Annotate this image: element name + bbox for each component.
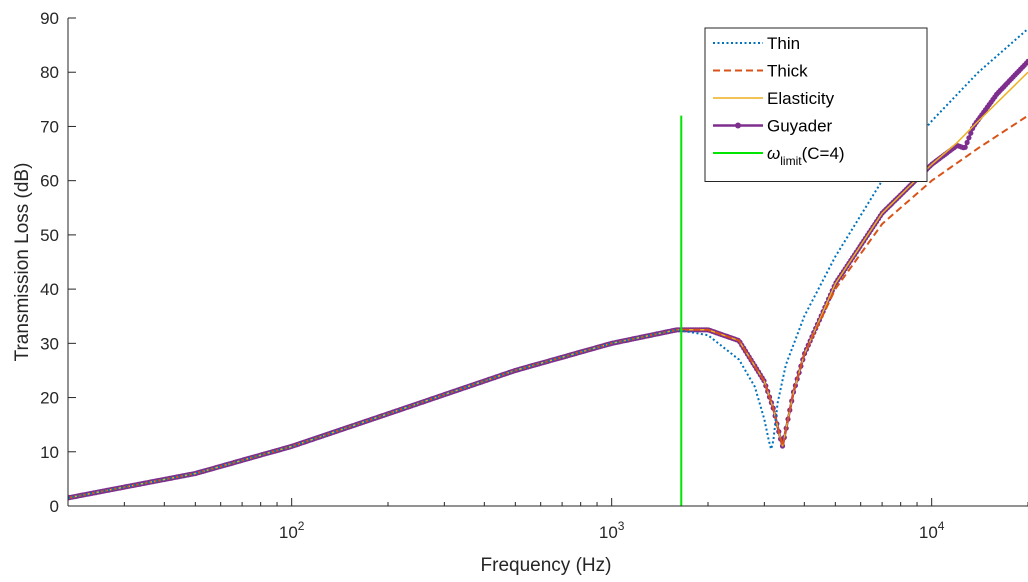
y-tick-label: 70	[40, 117, 59, 136]
y-tick-label: 20	[40, 389, 59, 408]
legend-box	[704, 27, 928, 182]
legend-item: Guyader	[713, 117, 833, 136]
legend-item: ωlimit(C=4)	[713, 144, 845, 168]
legend-item: Thick	[713, 62, 808, 81]
series-thick	[68, 114, 1028, 499]
guyader-point	[962, 144, 968, 150]
guyader-point	[964, 139, 970, 146]
series-layer	[68, 28, 1028, 506]
y-tick-label: 10	[40, 443, 59, 462]
y-tick-label: 90	[40, 9, 59, 28]
axes-layer: 0 10 20 30 40 50 60 70 80 90 102 103 104	[40, 9, 1028, 542]
x-tick-label: 102	[279, 519, 305, 542]
legend-item: Elasticity	[713, 89, 835, 108]
legend-label: ωlimit(C=4)	[767, 144, 845, 168]
legend-label: Thick	[767, 62, 808, 81]
legend-label: Thin	[767, 34, 800, 53]
guyader-point	[968, 130, 974, 136]
y-tick-label: 60	[40, 172, 59, 191]
x-axis-label: Frequency (Hz)	[481, 555, 612, 576]
legend-marker	[735, 122, 741, 129]
legend-label: Guyader	[767, 117, 833, 136]
legend-item: Thin	[713, 34, 800, 53]
legend: Thin Thick Elasticity Guyader ωlimit(C=4)	[704, 27, 928, 182]
y-tick-label: 40	[40, 280, 59, 299]
series-line	[68, 28, 1028, 499]
y-tick-label: 80	[40, 63, 59, 82]
series-line	[68, 114, 1028, 499]
guyader-point	[1025, 58, 1028, 64]
y-tick-label: 0	[50, 497, 59, 516]
y-tick-label: 50	[40, 226, 59, 245]
legend-label: Elasticity	[767, 89, 835, 108]
y-tick-label: 30	[40, 334, 59, 353]
x-tick-label: 103	[599, 519, 625, 542]
x-tick-label: 104	[919, 519, 945, 542]
series-thin	[68, 28, 1028, 499]
y-axis-label: Transmission Loss (dB)	[12, 163, 33, 362]
guyader-point	[966, 135, 972, 141]
